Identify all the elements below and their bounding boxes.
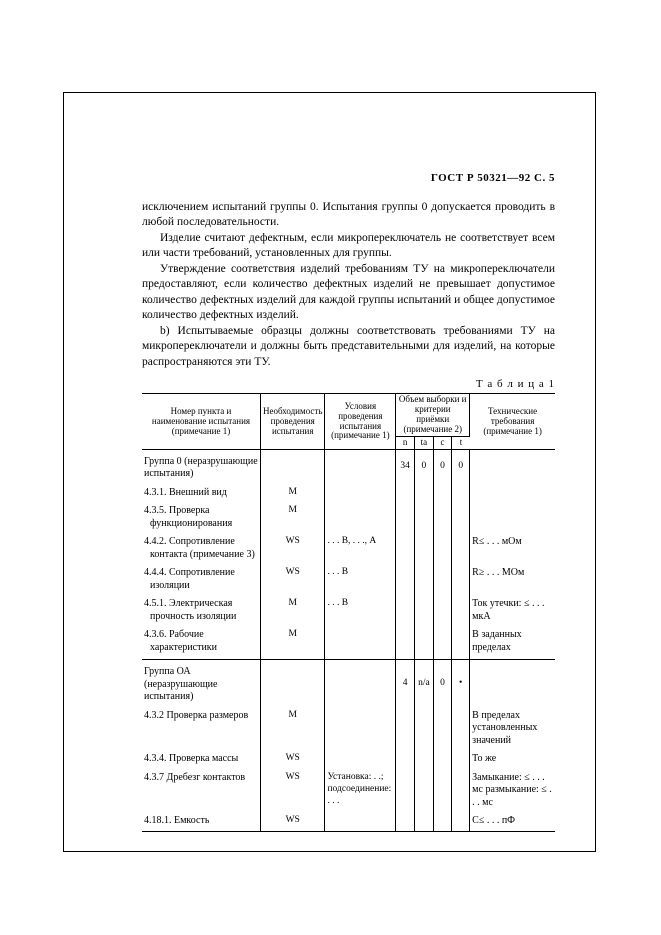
test-name: 4.3.1. Внешний вид	[142, 484, 260, 503]
paragraph: b) Испытываемые образцы должны соответст…	[142, 324, 555, 371]
page-frame: ГОСТ Р 50321—92 С. 5 исключением испытан…	[63, 92, 596, 852]
test-name: 4.4.4. Сопротивление изоляции	[142, 564, 260, 595]
col-header: ta	[414, 436, 433, 449]
test-name: 4.3.7 Дребезг контактов	[142, 769, 260, 813]
paragraph: Утверждение соответствия изделий требова…	[142, 262, 555, 324]
sample-n: 4	[396, 660, 415, 707]
document-header: ГОСТ Р 50321—92 С. 5	[142, 171, 555, 186]
test-cond: Установка: . .; подсоединение: . . .	[325, 769, 396, 813]
sample-t: •	[452, 660, 470, 707]
sample-ta: 0	[414, 449, 433, 484]
sample-n: 34	[396, 449, 415, 484]
col-header: Технические требования (примечание 1)	[470, 394, 555, 449]
test-cond: . . . В, . . ., А	[325, 533, 396, 564]
test-req: Ток утечки: ≤ . . . мкА	[470, 595, 555, 626]
test-cond	[325, 812, 396, 831]
paragraph: Изделие считают дефектным, если микропер…	[142, 231, 555, 262]
test-need: M	[260, 707, 324, 751]
group-title: Группа ОА (неразрушающие испытания)	[142, 660, 260, 707]
test-need: M	[260, 626, 324, 657]
col-header: Условия проведения испытания (примечание…	[325, 394, 396, 449]
test-name: 4.3.6. Рабочие характеристики	[142, 626, 260, 657]
test-req: В заданных пределах	[470, 626, 555, 657]
test-need: WS	[260, 533, 324, 564]
test-table: Номер пункта и наименование испытания (п…	[142, 393, 555, 831]
test-cond	[325, 707, 396, 751]
test-req	[470, 502, 555, 533]
sample-t: 0	[452, 449, 470, 484]
group-title: Группа 0 (неразрушающие испытания)	[142, 449, 260, 484]
test-name: 4.3.2 Проверка размеров	[142, 707, 260, 751]
test-req	[470, 484, 555, 503]
test-req: Замыкание: ≤ . . . мс размыкание: ≤ . . …	[470, 769, 555, 813]
test-req: В пределах установленных значений	[470, 707, 555, 751]
test-need: WS	[260, 564, 324, 595]
col-header: c	[433, 436, 451, 449]
sample-c: 0	[433, 660, 451, 707]
col-header: n	[396, 436, 415, 449]
test-cond	[325, 502, 396, 533]
test-cond: . . . В	[325, 595, 396, 626]
test-cond	[325, 484, 396, 503]
sample-c: 0	[433, 449, 451, 484]
table-caption: Т а б л и ц а 1	[142, 377, 555, 392]
test-cond	[325, 750, 396, 769]
page-content: ГОСТ Р 50321—92 С. 5 исключением испытан…	[64, 93, 595, 832]
test-name: 4.18.1. Емкость	[142, 812, 260, 831]
test-name: 4.5.1. Электрическая прочность изоляции	[142, 595, 260, 626]
test-need: WS	[260, 750, 324, 769]
test-need: WS	[260, 812, 324, 831]
col-header: Необходимость проведения испытания	[260, 394, 324, 449]
col-header: Объем выборки и критерии приёмки (примеч…	[396, 394, 470, 437]
test-need: M	[260, 595, 324, 626]
test-req: То же	[470, 750, 555, 769]
test-cond: . . . В	[325, 564, 396, 595]
test-req: С≤ . . . пФ	[470, 812, 555, 831]
test-req: R≤ . . . мОм	[470, 533, 555, 564]
test-req: R≥ . . . МОм	[470, 564, 555, 595]
test-name: 4.4.2. Сопротивление контакта (примечани…	[142, 533, 260, 564]
test-need: M	[260, 502, 324, 533]
test-name: 4.3.5. Проверка функционирования	[142, 502, 260, 533]
col-header: Номер пункта и наименование испытания (п…	[142, 394, 260, 449]
test-need: WS	[260, 769, 324, 813]
test-cond	[325, 626, 396, 657]
paragraph: исключением испытаний группы 0. Испытани…	[142, 200, 555, 231]
col-header: t	[452, 436, 470, 449]
test-name: 4.3.4. Проверка массы	[142, 750, 260, 769]
sample-ta: n/a	[414, 660, 433, 707]
test-need: M	[260, 484, 324, 503]
